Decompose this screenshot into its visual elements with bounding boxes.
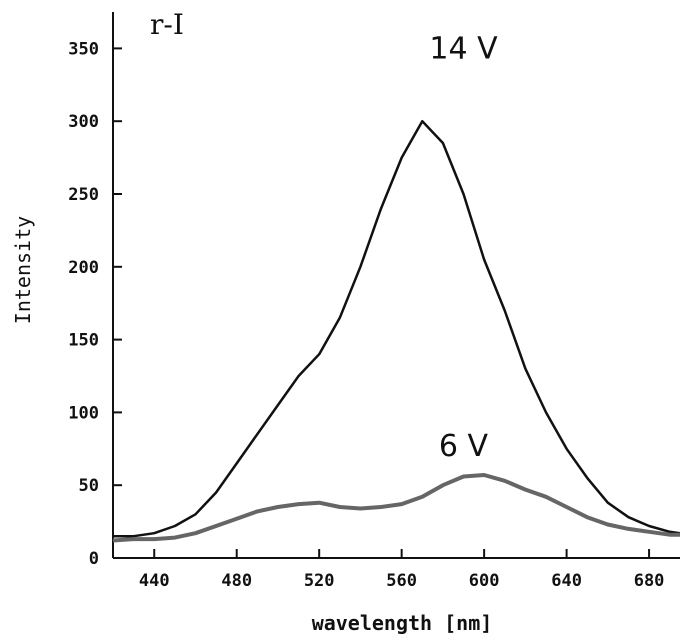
y-tick-label: 0 — [89, 549, 99, 569]
series-layer — [112, 119, 680, 543]
x-tick-label: 640 — [551, 571, 582, 591]
x-tick-label: 480 — [221, 571, 252, 591]
y-tick-label: 50 — [79, 476, 99, 496]
series-annotation: 14 V — [429, 32, 498, 67]
series-line-6v — [112, 473, 680, 543]
x-axis-label: wavelength [nm] — [312, 611, 493, 635]
x-tick-label: 680 — [634, 571, 665, 591]
y-tick-label: 350 — [68, 39, 99, 59]
annotations: 14 V 6 V — [429, 32, 498, 464]
axes — [112, 12, 680, 559]
x-ticks: 440 480 520 560 600 640 680 — [139, 549, 665, 591]
y-tick-label: 200 — [68, 258, 99, 278]
y-tick-label: 100 — [68, 403, 99, 423]
y-tick-label: 150 — [68, 331, 99, 351]
series-line-14v — [113, 119, 680, 538]
x-tick-label: 600 — [469, 571, 500, 591]
panel-label: r-I — [150, 8, 184, 41]
y-tick-label: 300 — [68, 112, 99, 132]
y-ticks: 0 50 100 150 200 250 300 350 — [68, 39, 122, 569]
y-axis-label: Intensity — [11, 216, 35, 324]
y-tick-label: 250 — [68, 185, 99, 205]
series-annotation: 6 V — [439, 429, 489, 464]
x-tick-label: 440 — [139, 571, 170, 591]
x-tick-label: 520 — [304, 571, 335, 591]
x-tick-label: 560 — [386, 571, 417, 591]
